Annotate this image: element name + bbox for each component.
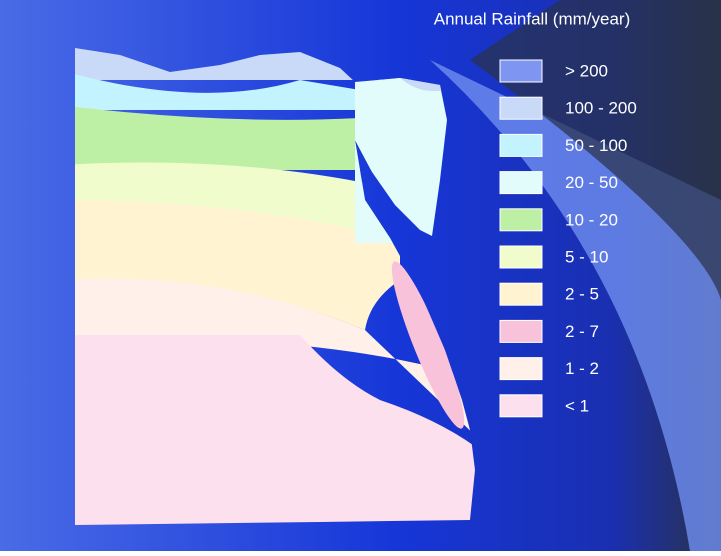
legend-swatch: [499, 319, 543, 343]
legend-label: 10 - 20: [565, 210, 618, 229]
legend-label: 20 - 50: [565, 173, 618, 192]
zone: [75, 200, 400, 330]
zone: [75, 278, 475, 440]
zone: [75, 105, 380, 170]
legend-label: 2 - 5: [565, 285, 599, 304]
legend-swatch: [499, 357, 543, 381]
zone: [75, 70, 360, 110]
legend-swatch: [499, 282, 543, 306]
red-sea-zone: [391, 261, 465, 429]
legend-label: 100 - 200: [565, 99, 637, 118]
legend-swatch: [499, 96, 543, 120]
legend-swatch: [499, 394, 543, 418]
legend: > 200 100 - 200 50 - 100 20 - 50 10 - 20 5 - …: [499, 59, 637, 418]
legend-label: < 1: [565, 396, 589, 415]
legend-swatch: [499, 171, 543, 195]
zone: [75, 335, 475, 525]
legend-label: 50 - 100: [565, 136, 627, 155]
egypt: [75, 48, 475, 525]
legend-swatch: [499, 245, 543, 269]
legend-swatch: [499, 59, 543, 83]
legend-label: 5 - 10: [565, 247, 608, 266]
legend-swatch: [499, 133, 543, 157]
legend-label: 1 - 2: [565, 359, 599, 378]
legend-label: 2 - 7: [565, 322, 599, 341]
legend-swatch: [499, 208, 543, 232]
legend-title: Annual Rainfall (mm/year): [434, 9, 631, 28]
legend-label: > 200: [565, 61, 608, 80]
